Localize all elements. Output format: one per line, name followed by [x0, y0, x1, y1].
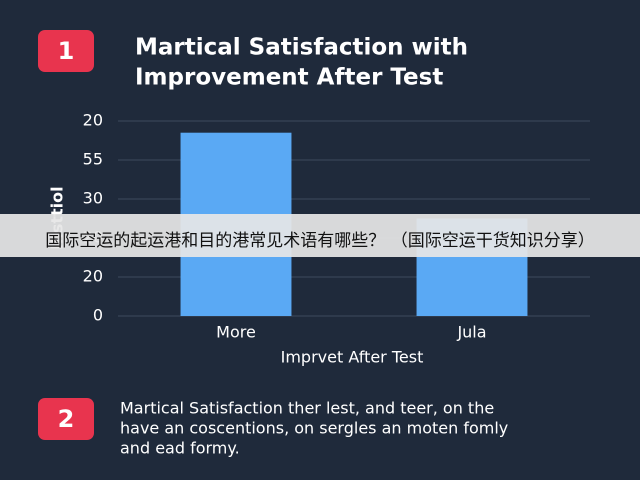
x-tick-label: Jula — [456, 323, 486, 342]
y-tick-label: 0 — [93, 306, 103, 325]
x-axis-label: Imprvet After Test — [281, 348, 424, 367]
banner — [0, 214, 640, 257]
badge — [38, 30, 94, 72]
caption-line: have an coscentions, on sergles an moten… — [120, 419, 508, 438]
x-tick-label: More — [216, 323, 256, 342]
y-tick-label: 30 — [83, 189, 103, 208]
banner-text: 国际空运的起运港和目的港常见术语有哪些？ （国际空运干货知识分享） — [45, 231, 594, 251]
badge-text: 2 — [58, 405, 75, 433]
badge — [38, 398, 94, 440]
badge-text: 1 — [58, 37, 75, 65]
chart-title: Martical Satisfaction with — [135, 35, 468, 61]
y-tick-label: 55 — [83, 150, 103, 169]
caption-line: and ead formy. — [120, 439, 240, 458]
y-tick-label: 20 — [83, 111, 103, 130]
y-tick-label: 20 — [83, 267, 103, 286]
chart-title: Improvement After Test — [135, 65, 443, 91]
caption-line: Martical Satisfaction ther lest, and tee… — [120, 399, 494, 418]
